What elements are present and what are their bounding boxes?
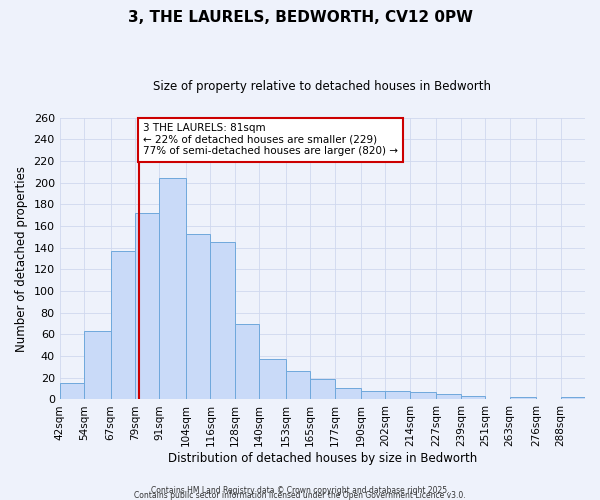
X-axis label: Distribution of detached houses by size in Bedworth: Distribution of detached houses by size … [168,452,477,465]
Bar [410,392,436,400]
Bar [211,242,235,400]
Bar [385,391,410,400]
Text: 3, THE LAURELS, BEDWORTH, CV12 0PW: 3, THE LAURELS, BEDWORTH, CV12 0PW [128,10,473,25]
Bar [84,331,110,400]
Title: Size of property relative to detached houses in Bedworth: Size of property relative to detached ho… [154,80,491,93]
Bar [160,178,186,400]
Bar [235,324,259,400]
Text: Contains HM Land Registry data © Crown copyright and database right 2025.: Contains HM Land Registry data © Crown c… [151,486,449,495]
Bar [509,398,536,400]
Bar [186,234,211,400]
Bar [461,396,485,400]
Bar [286,372,310,400]
Bar [361,391,385,400]
Bar [59,383,84,400]
Text: 3 THE LAURELS: 81sqm
← 22% of detached houses are smaller (229)
77% of semi-deta: 3 THE LAURELS: 81sqm ← 22% of detached h… [143,123,398,156]
Bar [135,213,160,400]
Bar [335,388,361,400]
Bar [110,251,135,400]
Bar [259,360,286,400]
Bar [310,379,335,400]
Bar [436,394,461,400]
Bar [560,398,585,400]
Y-axis label: Number of detached properties: Number of detached properties [15,166,28,352]
Text: Contains public sector information licensed under the Open Government Licence v3: Contains public sector information licen… [134,491,466,500]
